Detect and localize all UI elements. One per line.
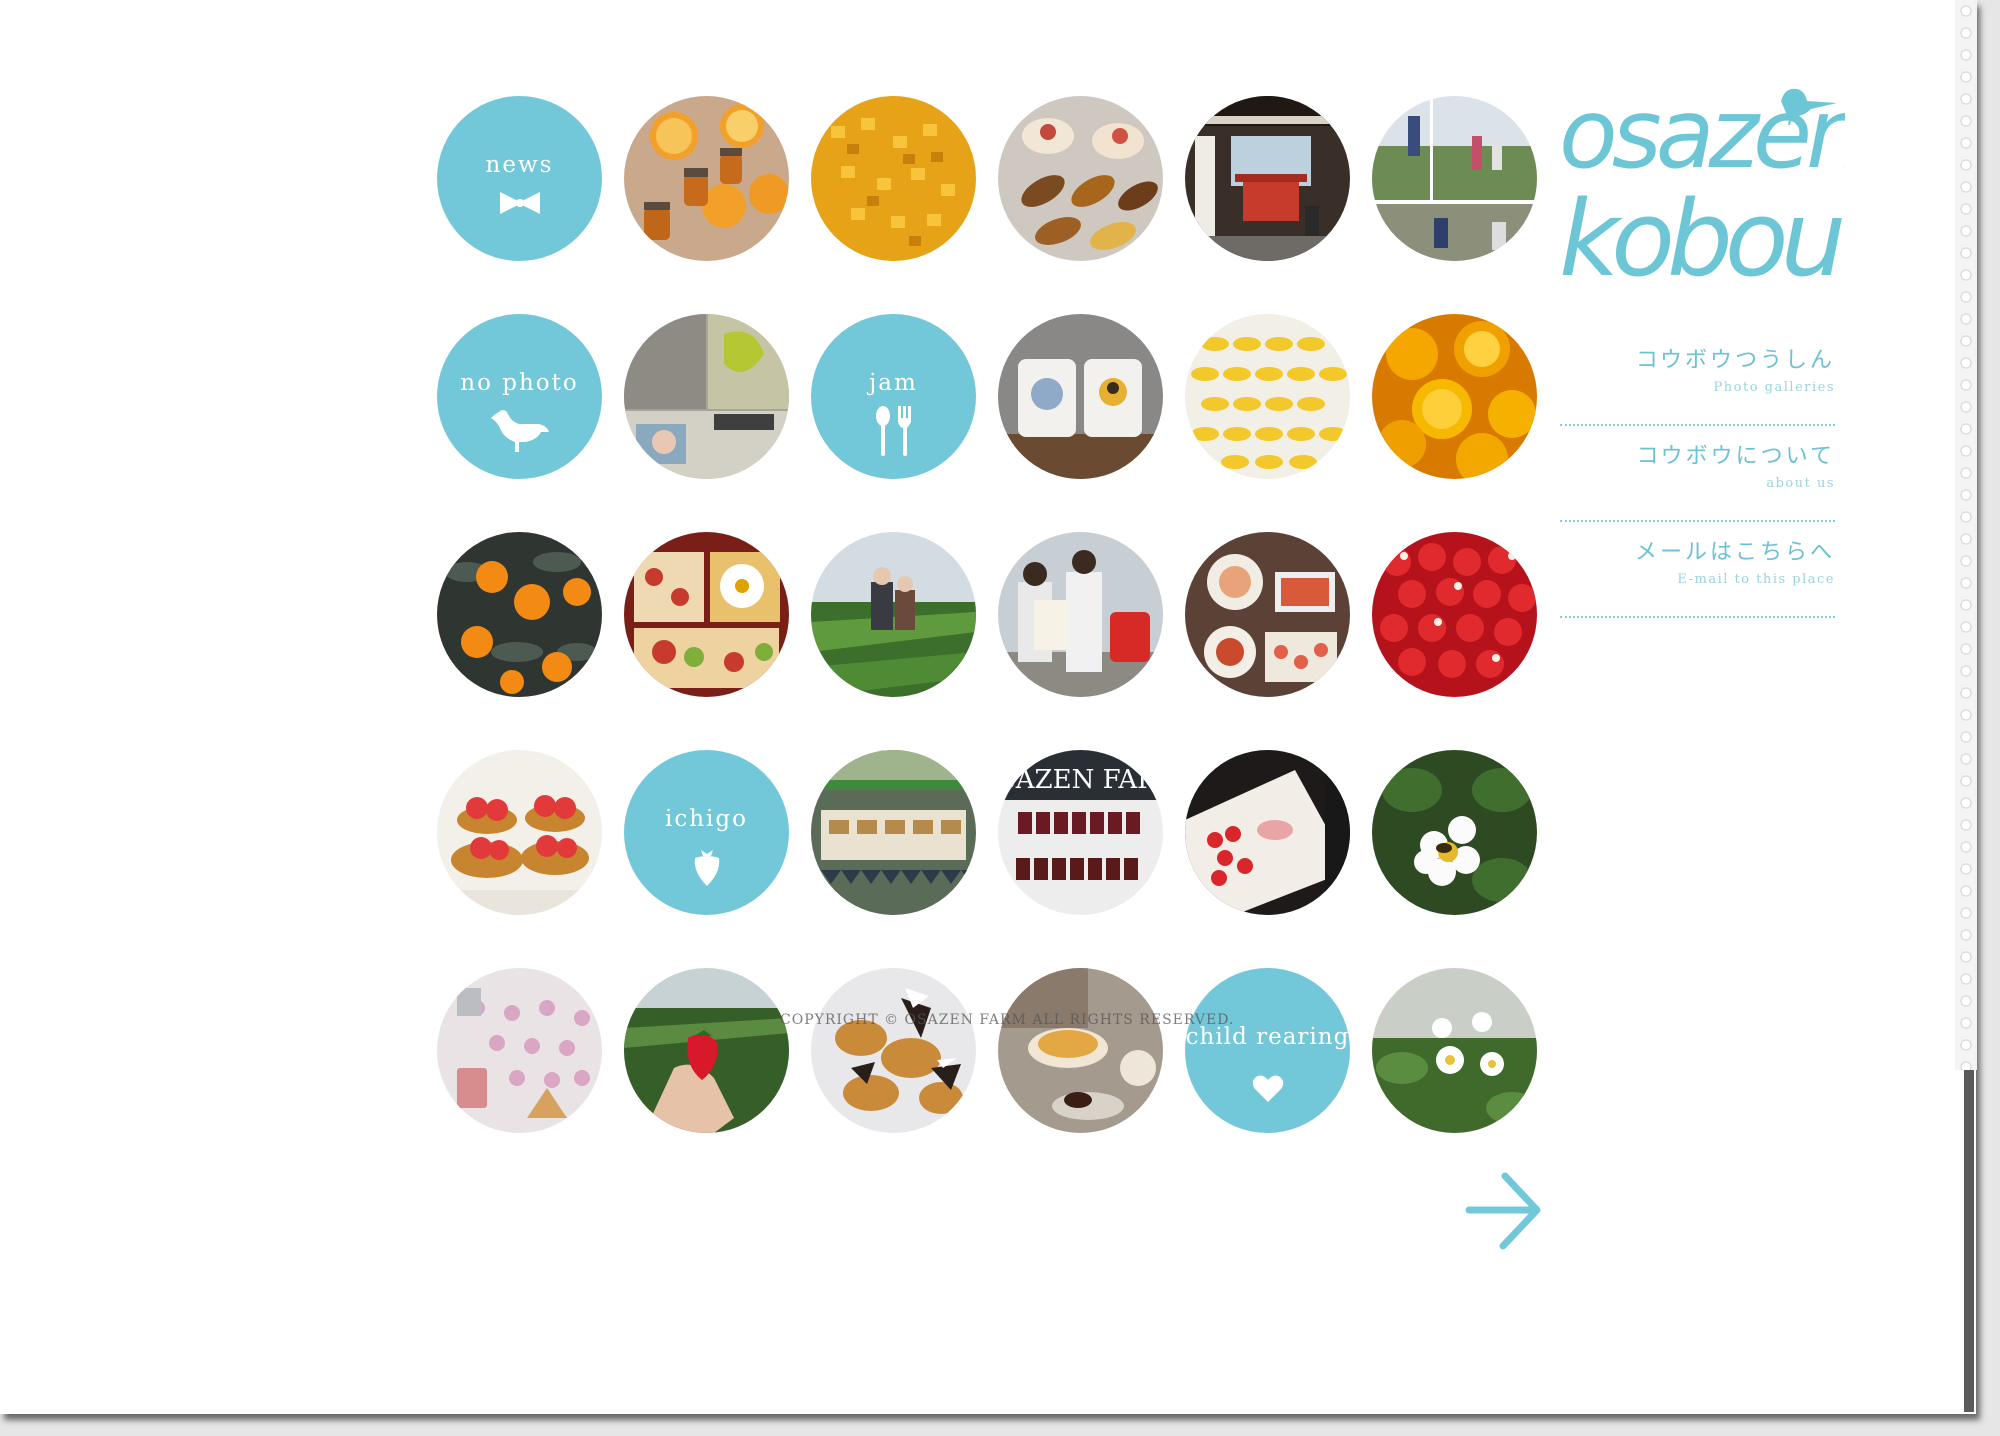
photo-strawberry-flower-bee[interactable] — [1372, 750, 1537, 915]
photo-strawberries-pile[interactable] — [1372, 532, 1537, 697]
photo-family-in-orchard[interactable] — [1372, 96, 1537, 261]
category-child-rearing[interactable]: child rearing — [1185, 968, 1350, 1133]
menu-item-jp: コウボウについて — [1636, 444, 1835, 469]
photo-jam-mugs[interactable] — [998, 314, 1163, 479]
side-menu: コウボウつうしん Photo galleries コウボウについて about … — [1560, 330, 1835, 618]
menu-item-en: about us — [1766, 476, 1835, 491]
photo-sliced-citrus-rows[interactable] — [1185, 314, 1350, 479]
photo-feast-table[interactable] — [1185, 532, 1350, 697]
photo-osazen-farm-shelf[interactable]: OSAZEN FARM — [998, 750, 1163, 915]
menu-item-jp: メールはこちらへ — [1634, 540, 1835, 565]
heart-icon — [1185, 1074, 1350, 1104]
category-news-label: news — [485, 152, 554, 178]
photo-children-with-strawberry-sign[interactable] — [998, 532, 1163, 697]
menu-item-en: Photo galleries — [1713, 380, 1835, 395]
category-jam[interactable]: jam — [811, 314, 976, 479]
photo-hand-holding-strawberry[interactable] — [624, 968, 789, 1133]
photo-mandarin-tree[interactable] — [437, 532, 602, 697]
category-no-photo-label: no photo — [460, 370, 579, 396]
photo-diced-orange-peel[interactable] — [811, 96, 976, 261]
photo-market-stall[interactable] — [811, 750, 976, 915]
photo-strawberry-blossoms[interactable] — [1372, 968, 1537, 1133]
menu-item-en: E-mail to this place — [1677, 572, 1835, 587]
arrow-right-icon[interactable] — [1465, 1168, 1545, 1252]
spoon-fork-icon — [811, 406, 976, 458]
photo-pink-macarons[interactable] — [437, 968, 602, 1133]
photo-pudding-dessert[interactable] — [998, 968, 1163, 1133]
scrollbar[interactable] — [1964, 1070, 1974, 1412]
copyright-text: COPYRIGHT © OSAZEN FARM ALL RIGHTS RESER… — [780, 1012, 1235, 1028]
photo-bento-box-fruits[interactable] — [624, 532, 789, 697]
photo-strawberry-greenhouse[interactable] — [811, 532, 976, 697]
photo-strawberries-on-plate[interactable] — [1185, 750, 1350, 915]
category-no-photo[interactable]: no photo — [437, 314, 602, 479]
photo-halved-oranges[interactable] — [1372, 314, 1537, 479]
category-ichigo-label: ichigo — [665, 806, 748, 832]
category-ichigo[interactable]: ichigo — [624, 750, 789, 915]
osazen-kobou-logo[interactable]: osazen kobou — [1555, 75, 1867, 300]
logo-line2: kobou — [1559, 178, 1843, 290]
photo-decorated-cookies[interactable] — [998, 96, 1163, 261]
photo-shrine-gate[interactable] — [1185, 96, 1350, 261]
menu-email[interactable]: メールはこちらへ E-mail to this place — [1560, 522, 1835, 618]
photo-strawberry-tarts[interactable] — [437, 750, 602, 915]
bird-icon — [437, 406, 602, 454]
logo-line1: osazen — [1559, 78, 1845, 190]
page-edge-decoration — [1955, 0, 1977, 1070]
menu-item-jp: コウボウつうしん — [1635, 348, 1835, 373]
logo-bird-icon — [1781, 88, 1837, 117]
category-child-rearing-label: child rearing — [1185, 1024, 1350, 1050]
page-canvas: news — [0, 0, 1977, 1414]
category-news[interactable]: news — [437, 96, 602, 261]
svg-text:OSAZEN FARM: OSAZEN FARM — [998, 765, 1163, 795]
photo-chocolate-chips[interactable] — [811, 968, 976, 1133]
photo-oranges-and-jam-jars[interactable] — [624, 96, 789, 261]
category-jam-label: jam — [869, 370, 918, 396]
photo-building-collage[interactable] — [624, 314, 789, 479]
menu-photo-galleries[interactable]: コウボウつうしん Photo galleries — [1560, 330, 1835, 426]
bowtie-icon — [437, 190, 602, 216]
menu-about-us[interactable]: コウボウについて about us — [1560, 426, 1835, 522]
strawberry-icon — [624, 848, 789, 888]
